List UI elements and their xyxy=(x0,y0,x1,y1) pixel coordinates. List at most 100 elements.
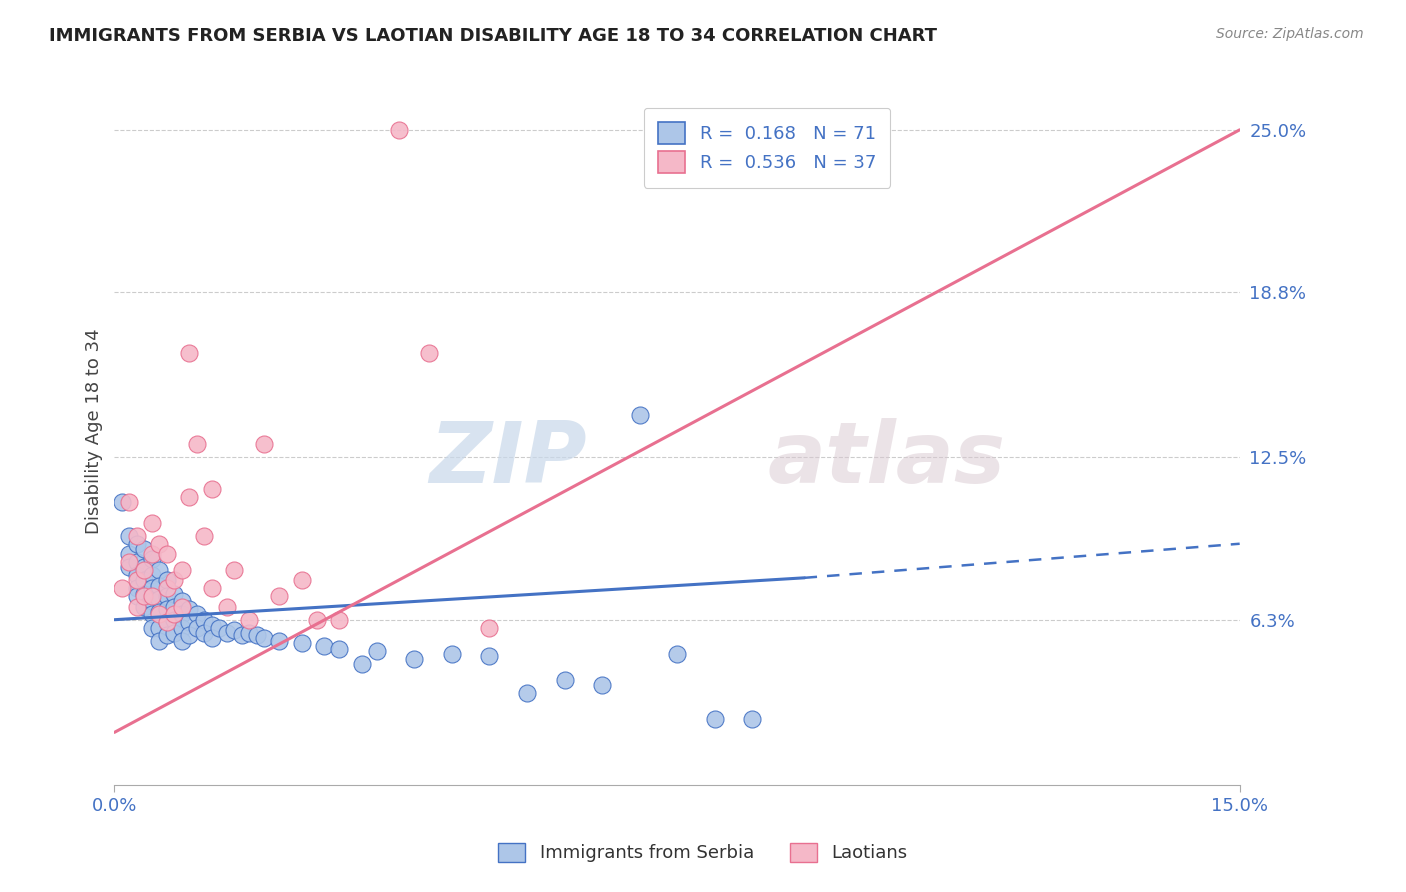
Point xyxy=(591,678,613,692)
Legend: R =  0.168   N = 71, R =  0.536   N = 37: R = 0.168 N = 71, R = 0.536 N = 37 xyxy=(644,108,890,188)
Text: atlas: atlas xyxy=(768,417,1005,501)
Point xyxy=(163,599,186,614)
Point xyxy=(156,615,179,630)
Point xyxy=(388,123,411,137)
Point xyxy=(179,615,201,630)
Point xyxy=(170,599,193,614)
Point xyxy=(350,657,373,672)
Point xyxy=(208,621,231,635)
Point xyxy=(141,552,163,566)
Point xyxy=(156,602,179,616)
Point xyxy=(118,547,141,561)
Point xyxy=(141,568,163,582)
Point xyxy=(201,631,224,645)
Point xyxy=(703,712,725,726)
Point xyxy=(215,625,238,640)
Point xyxy=(291,636,314,650)
Point xyxy=(366,644,388,658)
Point xyxy=(134,560,156,574)
Point xyxy=(186,437,208,451)
Point xyxy=(141,582,163,596)
Point xyxy=(134,541,156,556)
Point xyxy=(163,613,186,627)
Point xyxy=(170,607,193,622)
Text: IMMIGRANTS FROM SERBIA VS LAOTIAN DISABILITY AGE 18 TO 34 CORRELATION CHART: IMMIGRANTS FROM SERBIA VS LAOTIAN DISABI… xyxy=(49,27,938,45)
Point xyxy=(125,589,148,603)
Point xyxy=(163,625,186,640)
Point xyxy=(163,574,186,588)
Point xyxy=(328,613,350,627)
Legend: Immigrants from Serbia, Laotians: Immigrants from Serbia, Laotians xyxy=(491,836,915,870)
Point xyxy=(141,621,163,635)
Point xyxy=(186,621,208,635)
Point xyxy=(231,628,253,642)
Point xyxy=(628,409,651,423)
Point xyxy=(148,621,170,635)
Point xyxy=(134,563,156,577)
Point xyxy=(201,618,224,632)
Point xyxy=(148,607,170,622)
Point xyxy=(179,345,201,359)
Point xyxy=(148,591,170,606)
Point xyxy=(269,589,291,603)
Y-axis label: Disability Age 18 to 34: Disability Age 18 to 34 xyxy=(86,328,103,534)
Point xyxy=(404,652,426,666)
Point xyxy=(156,574,179,588)
Point xyxy=(305,613,328,627)
Point xyxy=(201,482,224,496)
Point xyxy=(156,582,179,596)
Point xyxy=(156,615,179,630)
Text: Source: ZipAtlas.com: Source: ZipAtlas.com xyxy=(1216,27,1364,41)
Point xyxy=(156,589,179,603)
Point xyxy=(170,621,193,635)
Point xyxy=(193,613,215,627)
Point xyxy=(193,529,215,543)
Point xyxy=(478,649,501,664)
Point xyxy=(238,625,260,640)
Point xyxy=(201,582,224,596)
Point xyxy=(125,568,148,582)
Point xyxy=(328,641,350,656)
Point xyxy=(134,586,156,600)
Point xyxy=(148,579,170,593)
Point xyxy=(186,607,208,622)
Point xyxy=(111,495,134,509)
Point xyxy=(125,574,148,588)
Point xyxy=(141,516,163,530)
Point xyxy=(134,574,156,588)
Point xyxy=(134,599,156,614)
Point xyxy=(141,607,163,622)
Point xyxy=(111,582,134,596)
Point xyxy=(170,563,193,577)
Point xyxy=(125,582,148,596)
Point xyxy=(148,633,170,648)
Point xyxy=(148,537,170,551)
Point xyxy=(516,686,538,700)
Point xyxy=(179,490,201,504)
Text: ZIP: ZIP xyxy=(429,417,588,501)
Point xyxy=(125,599,148,614)
Point xyxy=(253,631,276,645)
Point xyxy=(125,529,148,543)
Point xyxy=(156,628,179,642)
Point xyxy=(741,712,763,726)
Point xyxy=(291,574,314,588)
Point xyxy=(179,602,201,616)
Point xyxy=(148,563,170,577)
Point xyxy=(269,633,291,648)
Point xyxy=(238,613,260,627)
Point xyxy=(141,589,163,603)
Point xyxy=(554,673,576,687)
Point xyxy=(134,589,156,603)
Point xyxy=(118,555,141,569)
Point xyxy=(179,628,201,642)
Point xyxy=(118,529,141,543)
Point xyxy=(253,437,276,451)
Point xyxy=(314,639,336,653)
Point xyxy=(246,628,269,642)
Point xyxy=(440,647,463,661)
Point xyxy=(215,599,238,614)
Point xyxy=(118,495,141,509)
Point xyxy=(163,607,186,622)
Point xyxy=(148,605,170,619)
